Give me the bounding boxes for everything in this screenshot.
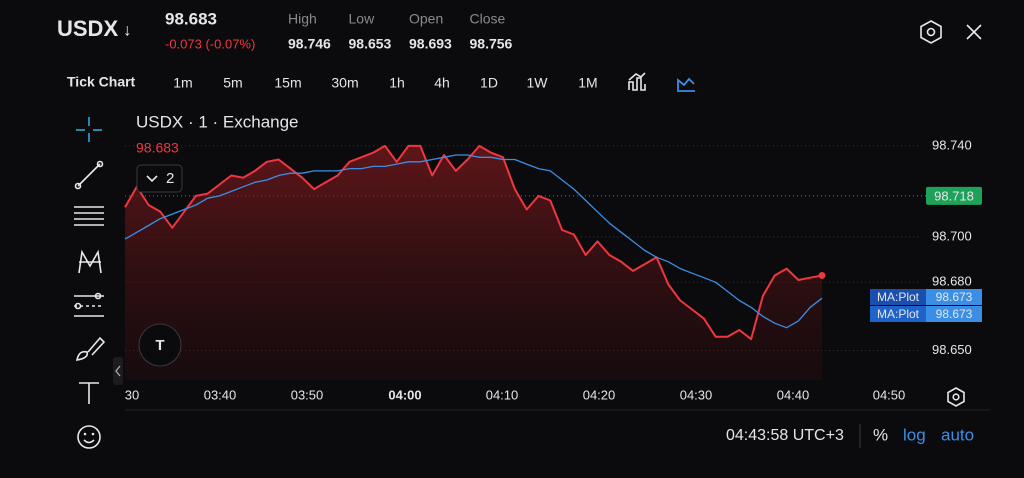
- brush-tool[interactable]: [75, 336, 106, 361]
- x-tick-label: 04:40: [777, 387, 810, 402]
- stat-label: Open: [409, 11, 443, 27]
- interval[interactable]: 4h: [434, 75, 450, 91]
- price-line-series: [124, 144, 823, 341]
- y-tick-label: 98.740: [932, 137, 972, 152]
- chart-title: USDX · 1 · Exchange: [136, 112, 299, 131]
- chart-type-icon[interactable]: [677, 77, 695, 92]
- stat-label: Low: [349, 11, 376, 27]
- ma-tag-value-bg: [926, 306, 982, 322]
- x-tick-label: 04:30: [680, 387, 713, 402]
- direction: ↓: [123, 20, 132, 39]
- pattern-tool[interactable]: [78, 249, 102, 274]
- chevron: [146, 175, 158, 183]
- x-tick-label: 03:40: [204, 387, 237, 402]
- x-tick-label: 04:10: [486, 387, 519, 402]
- indicators-icon[interactable]: [628, 72, 646, 91]
- price-tag-label: 98.718: [934, 188, 974, 203]
- text-tool[interactable]: [79, 382, 99, 404]
- percent-toggle[interactable]: %: [873, 425, 888, 444]
- interval[interactable]: 1m: [173, 75, 192, 91]
- tick-chart[interactable]: Tick Chart: [67, 74, 136, 90]
- stat-value: 98.746: [288, 36, 331, 52]
- stat-label: Close: [470, 11, 506, 27]
- y-tick-label: 98.700: [932, 228, 972, 243]
- trendline-tool[interactable]: [74, 160, 104, 190]
- last-price: 98.683: [136, 140, 179, 156]
- y-tick-label: 98.650: [932, 342, 972, 357]
- indicator-count: 2: [166, 170, 174, 187]
- stat-value: 98.653: [349, 36, 392, 52]
- stat-value: 98.693: [409, 36, 452, 52]
- log-toggle[interactable]: log: [903, 425, 926, 444]
- crosshair-tool[interactable]: [76, 117, 102, 142]
- ma-tag-bg: [870, 289, 926, 305]
- ma-tag-name: MA:Plot: [877, 307, 920, 321]
- close-icon[interactable]: [966, 24, 982, 40]
- area: [125, 145, 822, 380]
- interval[interactable]: 30m: [331, 75, 358, 91]
- stat-value: 98.756: [470, 36, 513, 52]
- x-tick-label: 03:50: [291, 387, 324, 402]
- x-tick-label: 04:00: [388, 387, 421, 402]
- interval[interactable]: 5m: [223, 75, 242, 91]
- last-point: [818, 271, 826, 279]
- stat-label: High: [288, 11, 317, 27]
- y-tick-label: 98.680: [932, 274, 972, 289]
- emoji-tool[interactable]: [77, 425, 101, 449]
- interval[interactable]: 1h: [389, 75, 405, 91]
- tv-logo[interactable]: T: [138, 323, 182, 367]
- settings-icon[interactable]: [920, 20, 942, 44]
- ma-tag-name: MA:Plot: [877, 290, 920, 304]
- ma-line: [124, 154, 823, 329]
- fib-tool[interactable]: [74, 206, 104, 226]
- prediction-tool[interactable]: [74, 292, 104, 317]
- ma-tag-value: 98.673: [936, 290, 973, 304]
- price: 98.683: [165, 9, 217, 28]
- interval[interactable]: 1M: [578, 75, 597, 91]
- ma-tag-bg: [870, 306, 926, 322]
- collapse-tab[interactable]: [113, 357, 123, 385]
- collapse-arrow: [115, 365, 121, 377]
- svg-text:T: T: [155, 337, 164, 354]
- x-tick-label: 30: [125, 387, 139, 402]
- ma-tag-value: 98.673: [936, 307, 973, 321]
- indicator-toggle[interactable]: [136, 164, 183, 193]
- auto-toggle[interactable]: auto: [941, 425, 974, 444]
- x-tick-label: 04:20: [583, 387, 616, 402]
- x-tick-label: 04:50: [873, 387, 906, 402]
- clock: 04:43:58 UTC+3: [726, 427, 844, 444]
- ma-tag-value-bg: [926, 289, 982, 305]
- change: -0.073 (-0.07%): [165, 36, 255, 51]
- interval[interactable]: 1D: [480, 75, 498, 91]
- axis-settings-icon[interactable]: [947, 387, 965, 407]
- interval[interactable]: 15m: [274, 75, 301, 91]
- price-tag: [926, 186, 982, 205]
- symbol[interactable]: USDX: [57, 16, 118, 41]
- interval[interactable]: 1W: [527, 75, 549, 91]
